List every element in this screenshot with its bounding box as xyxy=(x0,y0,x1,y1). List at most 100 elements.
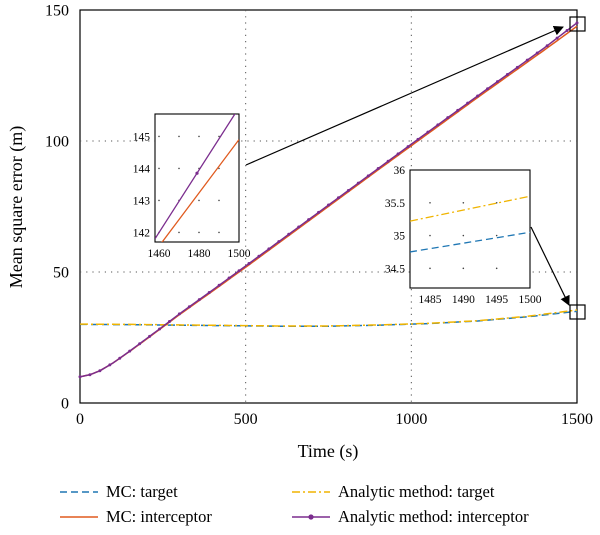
series-marker xyxy=(88,373,92,377)
inset-grid-dot xyxy=(198,199,200,202)
series-marker xyxy=(456,108,460,112)
legend-item: Analytic method: target xyxy=(292,482,495,501)
series-marker xyxy=(396,152,400,156)
series-marker xyxy=(257,254,261,258)
series-marker xyxy=(207,290,211,294)
inset-y-tick-label: 35 xyxy=(394,231,406,243)
series-marker xyxy=(575,21,579,25)
legend-label: MC: interceptor xyxy=(106,507,212,526)
inset-grid-dot xyxy=(158,167,160,170)
series-marker xyxy=(436,123,440,127)
inset-y-tick-label: 34.5 xyxy=(385,263,405,275)
zoom-arrow-target xyxy=(530,226,570,306)
inset-grid-dot xyxy=(429,201,431,204)
series-marker xyxy=(406,145,410,149)
series-marker xyxy=(476,94,480,98)
legend-item: MC: target xyxy=(60,482,178,501)
series-marker xyxy=(525,58,529,62)
y-tick-label: 150 xyxy=(45,3,69,20)
inset-grid-dot xyxy=(495,201,498,204)
series-marker xyxy=(118,356,122,360)
legend: MC: target MC: interceptor Analytic method… xyxy=(60,482,529,526)
inset-grid-dot xyxy=(198,135,200,138)
series-marker xyxy=(426,130,430,134)
inset-y-tick-label: 143 xyxy=(133,195,151,207)
inset-grid-dot xyxy=(495,234,498,237)
plot-frame xyxy=(79,9,578,404)
inset-grid-dot xyxy=(462,234,465,237)
series-marker xyxy=(158,327,162,331)
y-tick-label: 50 xyxy=(53,265,69,282)
inset-line xyxy=(161,139,239,242)
inset-grid-dot xyxy=(218,199,220,202)
legend-label: Analytic method: target xyxy=(338,482,495,501)
inset-x-tick-label: 1490 xyxy=(452,294,475,306)
main-plot: 0 500 1000 1500 0 50 100 150 Time (s) Mean squa… xyxy=(6,3,593,463)
series-marker xyxy=(327,203,330,207)
inset-grid-dot xyxy=(462,267,465,270)
series-marker xyxy=(376,167,380,171)
series-marker xyxy=(217,283,221,287)
inset-grid xyxy=(429,201,498,270)
series-line-3 xyxy=(79,309,578,327)
x-tick-label: 1500 xyxy=(561,411,593,428)
series-marker xyxy=(545,44,549,48)
series-marker xyxy=(495,80,499,84)
inset-marker xyxy=(195,171,199,175)
main-grid xyxy=(80,10,577,403)
series-marker xyxy=(366,174,370,178)
series-marker xyxy=(167,319,171,323)
series-marker xyxy=(128,349,132,353)
inset-grid-dot xyxy=(178,231,180,234)
series-marker xyxy=(386,159,390,163)
series-marker xyxy=(486,87,490,91)
x-tick-label: 1000 xyxy=(395,411,427,428)
series-marker xyxy=(356,181,360,185)
legend-item: Analytic method: interceptor xyxy=(292,507,529,526)
legend-label: MC: target xyxy=(106,482,178,501)
zoom-arrow-interceptor xyxy=(245,26,564,166)
series-marker xyxy=(227,276,231,280)
legend-marker xyxy=(308,514,314,520)
series-marker xyxy=(416,137,420,141)
inset-x-tick-label: 1460 xyxy=(148,248,171,260)
inset-x-tick-label: 1485 xyxy=(419,294,442,306)
series-marker xyxy=(466,101,470,105)
series-marker xyxy=(307,218,311,222)
inset-grid-dot xyxy=(158,199,160,202)
inset-y-tick-label: 144 xyxy=(133,163,151,175)
series-marker xyxy=(108,363,112,367)
series-marker xyxy=(247,262,251,266)
zoom-indicators xyxy=(245,16,586,320)
legend-item: MC: interceptor xyxy=(60,507,212,526)
inset-grid-dot xyxy=(158,135,160,138)
inset-grid-dot xyxy=(198,231,200,234)
inset-grid-dot xyxy=(178,135,180,138)
series-marker xyxy=(297,225,301,229)
y-tick-label: 100 xyxy=(45,134,69,151)
inset-grid-dot xyxy=(462,201,465,204)
x-axis-label: Time (s) xyxy=(298,441,359,462)
series-marker xyxy=(336,196,340,200)
x-tick-label: 500 xyxy=(234,411,258,428)
series-marker xyxy=(446,116,450,120)
y-axis-label: Mean square error (m) xyxy=(6,126,27,288)
series-marker xyxy=(187,305,191,309)
legend-label: Analytic method: interceptor xyxy=(338,507,529,526)
series-marker xyxy=(287,232,291,236)
x-tick-label: 0 xyxy=(76,411,84,428)
series-marker xyxy=(555,36,559,40)
inset-x-tick-label: 1500 xyxy=(519,294,542,306)
inset-frame xyxy=(154,113,240,243)
inset-grid-dot xyxy=(429,234,431,237)
inset-series xyxy=(410,195,530,253)
inset-y-tick-label: 142 xyxy=(133,227,151,239)
series-marker xyxy=(148,334,152,338)
inset-x-tick-label: 1500 xyxy=(228,248,251,260)
inset-grid-dot xyxy=(495,267,498,270)
series-marker xyxy=(177,312,181,316)
main-series xyxy=(78,21,579,379)
series-marker xyxy=(535,51,539,55)
series-marker xyxy=(98,369,102,373)
